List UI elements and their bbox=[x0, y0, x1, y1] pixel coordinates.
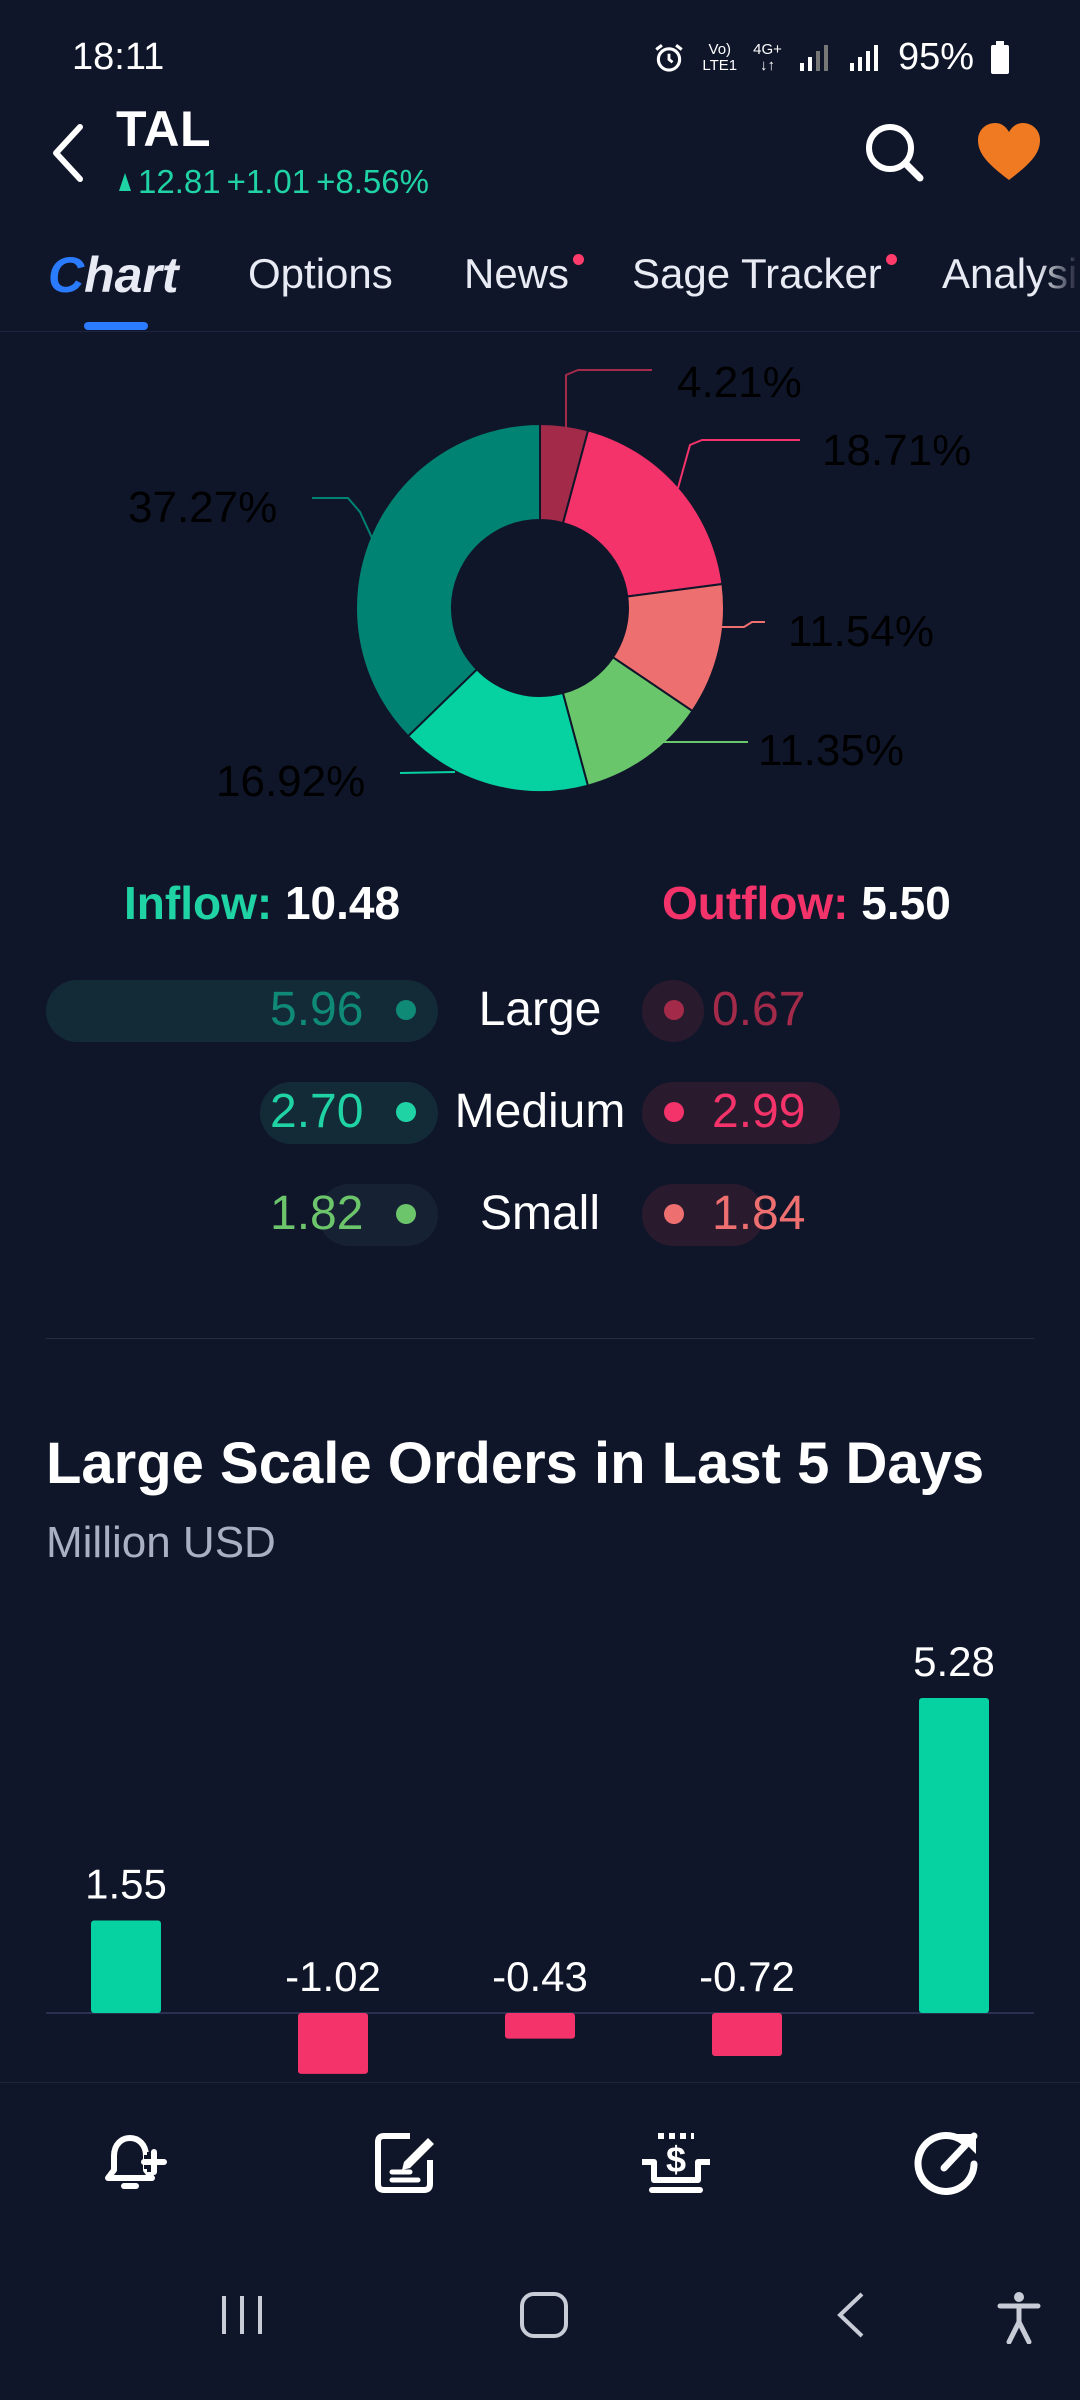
medium-label: Medium bbox=[454, 1085, 626, 1138]
small-inflow-bar bbox=[318, 1184, 438, 1246]
bar-4 bbox=[919, 1698, 989, 2013]
recent-apps-icon[interactable] bbox=[218, 2290, 268, 2340]
donut-slice-5 bbox=[355, 422, 541, 738]
up-triangle-icon bbox=[119, 173, 131, 191]
outflow-label: Outflow: bbox=[662, 877, 849, 929]
section-title: Large Scale Orders in Last 5 Days bbox=[46, 1431, 985, 1496]
large-inflow-dot bbox=[396, 1000, 416, 1020]
small-label: Small bbox=[479, 1187, 601, 1240]
add-alert-icon bbox=[105, 2135, 167, 2189]
outflow-summary: Outflow: 5.50 bbox=[662, 876, 951, 930]
tab-options[interactable]: Options bbox=[248, 250, 393, 297]
large-outflow-value: 0.67 bbox=[712, 983, 806, 1036]
favorite-button[interactable] bbox=[974, 120, 1044, 184]
signal-icon bbox=[799, 44, 828, 71]
slice-label-medium-out: 18.71% bbox=[822, 426, 971, 475]
large-label: Large bbox=[478, 983, 602, 1036]
flow-distribution-donut: 4.21% 18.71% 11.54% 11.35% 16.92% 37.27% bbox=[128, 358, 971, 806]
note-button[interactable] bbox=[366, 2122, 446, 2202]
tab-active-indicator bbox=[84, 322, 148, 330]
bottom-toolbar bbox=[0, 2082, 1080, 2400]
bar-0 bbox=[91, 1920, 161, 2013]
back-arrow-icon bbox=[53, 124, 83, 182]
price-quote: 12.81 +1.01 +8.56% bbox=[118, 163, 429, 201]
slice-label-medium-in: 16.92% bbox=[216, 757, 365, 806]
large-inflow-value: 5.96 bbox=[270, 983, 364, 1036]
medium-inflow-value: 2.70 bbox=[270, 1085, 364, 1138]
donut-slice-4 bbox=[406, 667, 590, 793]
tab-chart[interactable]: Chart bbox=[48, 247, 179, 303]
small-inflow-value: 1.82 bbox=[270, 1187, 364, 1240]
volte-indicator: Vo) LTE1 bbox=[702, 40, 738, 74]
bar-label-3: -0.72 bbox=[699, 1953, 795, 2000]
share-icon bbox=[914, 2132, 978, 2195]
tab-analysis[interactable]: Analysis bbox=[942, 250, 1080, 297]
sage-tracker-badge bbox=[886, 254, 897, 265]
data-type-indicator: 4G+ ↓↑ bbox=[753, 40, 782, 74]
bar-3 bbox=[712, 2013, 782, 2056]
share-button[interactable] bbox=[908, 2122, 988, 2202]
inflow-value: 10.48 bbox=[284, 877, 401, 929]
bars: 1.55 -1.02 -0.43 -0.72 5.28 bbox=[85, 1638, 995, 2074]
system-back-icon[interactable] bbox=[832, 2290, 868, 2340]
bar-label-4: 5.28 bbox=[913, 1638, 995, 1685]
bar-2 bbox=[505, 2013, 575, 2039]
bar-label-0: 1.55 bbox=[85, 1861, 167, 1908]
bar-label-2: -0.43 bbox=[492, 1953, 588, 2000]
svg-text:$: $ bbox=[666, 2139, 686, 2180]
slice-label-small-out: 11.54% bbox=[788, 607, 934, 656]
ticker-symbol: TAL bbox=[116, 101, 211, 157]
price-change-pct: +8.56% bbox=[316, 163, 429, 200]
section-divider bbox=[46, 1338, 1034, 1339]
tab-news[interactable]: News bbox=[464, 250, 570, 297]
bar-1 bbox=[298, 2013, 368, 2074]
medium-outflow-value: 2.99 bbox=[712, 1085, 806, 1138]
news-badge bbox=[573, 254, 584, 265]
price: 12.81 bbox=[138, 163, 221, 200]
inflow-label: Inflow: bbox=[124, 877, 273, 929]
back-button[interactable] bbox=[44, 118, 92, 188]
donut-slices bbox=[355, 422, 725, 793]
trade-button[interactable]: $ bbox=[636, 2122, 716, 2202]
small-outflow-dot bbox=[664, 1204, 684, 1224]
inflow-summary: Inflow: 10.48 bbox=[124, 876, 400, 930]
signal-icon-2 bbox=[849, 44, 878, 71]
bar-label-1: -1.02 bbox=[285, 1953, 381, 2000]
search-icon bbox=[866, 124, 924, 182]
leader-lines bbox=[312, 369, 800, 774]
large-outflow-dot bbox=[664, 1000, 684, 1020]
slice-label-small-in: 11.35% bbox=[758, 726, 904, 775]
slice-label-large-out: 4.21% bbox=[677, 358, 802, 407]
donut-slice-1 bbox=[561, 429, 724, 598]
tab-sage-tracker[interactable]: Sage Tracker bbox=[632, 250, 882, 297]
status-icons: Vo) LTE1 4G+ ↓↑ 95% bbox=[652, 36, 1010, 79]
alarm-icon bbox=[655, 43, 684, 72]
status-time: 18:11 bbox=[72, 36, 165, 78]
large-inflow-bar bbox=[46, 980, 438, 1042]
slice-label-large-in: 37.27% bbox=[128, 483, 277, 532]
medium-inflow-dot bbox=[396, 1102, 416, 1122]
large-orders-bar-chart: 1.55 -1.02 -0.43 -0.72 5.28 bbox=[46, 1638, 1034, 2074]
battery-percent: 95% bbox=[897, 36, 974, 78]
small-outflow-bar bbox=[642, 1184, 764, 1246]
trade-dollar-icon: $ bbox=[642, 2133, 710, 2193]
section-subtitle: Million USD bbox=[46, 1518, 276, 1567]
add-alert-button[interactable] bbox=[94, 2122, 174, 2202]
price-change: +1.01 bbox=[226, 163, 311, 200]
small-outflow-value: 1.84 bbox=[712, 1187, 806, 1240]
medium-outflow-dot bbox=[664, 1102, 684, 1122]
search-button[interactable] bbox=[862, 120, 926, 184]
edit-note-icon bbox=[375, 2133, 434, 2193]
home-icon[interactable] bbox=[518, 2290, 570, 2340]
outflow-value: 5.50 bbox=[861, 877, 951, 929]
accessibility-icon[interactable] bbox=[996, 2290, 1042, 2344]
heart-icon bbox=[978, 123, 1040, 180]
small-inflow-dot bbox=[396, 1204, 416, 1224]
battery-icon bbox=[991, 40, 1009, 74]
tab-bar: Chart Options News Sage Tracker Analysis bbox=[0, 240, 1080, 332]
